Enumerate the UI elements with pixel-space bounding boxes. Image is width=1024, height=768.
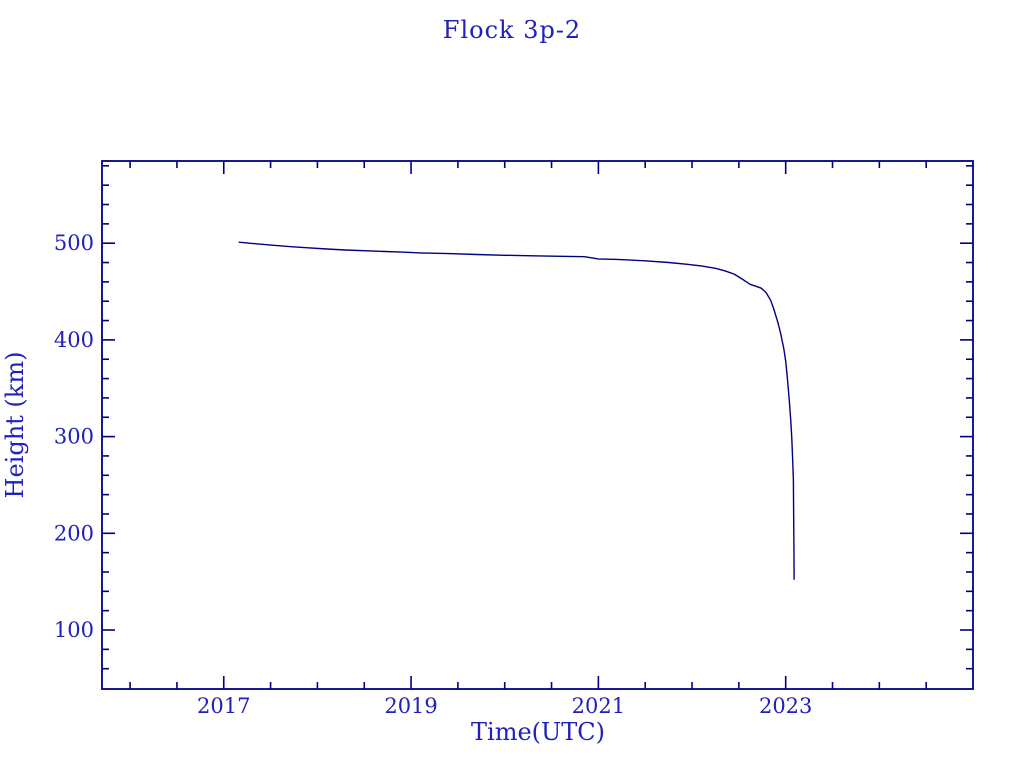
x-tick-label: 2021 — [572, 694, 625, 718]
height-curve — [238, 241, 795, 580]
y-tick-label: 200 — [54, 521, 94, 545]
y-tick-label: 400 — [54, 328, 94, 352]
axis-box — [101, 160, 974, 690]
y-tick-label: 500 — [54, 231, 94, 255]
x-tick-label: 2023 — [759, 694, 812, 718]
x-axis-label: Time(UTC) — [471, 718, 605, 746]
x-tick-label: 2019 — [384, 694, 437, 718]
chart-title: Flock 3p-2 — [442, 16, 582, 44]
y-tick-label: 300 — [54, 425, 94, 449]
y-tick-label: 100 — [54, 618, 94, 642]
x-tick-label: 2017 — [197, 694, 250, 718]
